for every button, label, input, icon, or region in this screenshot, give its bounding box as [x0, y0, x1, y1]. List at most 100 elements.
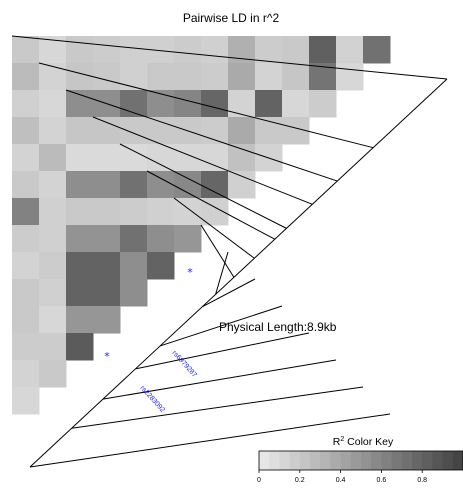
ld-cell — [120, 279, 148, 307]
color-key-ticks: 0 0.2 0.4 0.6 0.8 — [257, 470, 427, 484]
ld-cell — [120, 90, 148, 118]
ld-cell — [12, 252, 40, 280]
ld-cell — [39, 333, 67, 361]
color-key-bin — [299, 451, 311, 470]
color-key-bin — [320, 451, 331, 470]
ld-cell — [66, 171, 94, 199]
ld-cell — [228, 90, 256, 118]
ld-cell — [174, 171, 202, 199]
ld-cell — [255, 90, 283, 118]
snp-line — [215, 251, 229, 295]
ld-cell — [255, 36, 283, 64]
ld-cell — [12, 117, 40, 145]
ld-cell — [39, 144, 67, 172]
ld-cell — [174, 63, 202, 91]
ld-cell — [12, 144, 40, 172]
snp-line — [29, 413, 391, 468]
snp-line — [11, 35, 448, 80]
ld-cell — [66, 144, 94, 172]
snp-line — [146, 170, 276, 240]
snp-line — [92, 116, 313, 205]
ld-cell — [39, 360, 67, 388]
ld-cell — [39, 90, 67, 118]
ld-cell — [12, 306, 40, 334]
color-key-bin — [412, 451, 423, 470]
color-key-bins — [259, 451, 463, 470]
color-key-title-suffix: Color Key — [344, 436, 394, 448]
color-key-bin — [432, 451, 443, 470]
ld-cell — [93, 198, 121, 226]
color-key-bin — [442, 451, 454, 470]
snp-line — [159, 305, 283, 347]
ld-cell — [66, 36, 94, 64]
snp-line — [135, 332, 310, 370]
ld-cell — [174, 36, 202, 64]
ld-cell — [66, 225, 94, 253]
color-key: R2 Color Key 0 0.2 0.4 0.6 0.8 — [257, 436, 463, 484]
ld-cell — [174, 144, 202, 172]
color-key-bin — [361, 451, 372, 470]
color-key-frame — [258, 450, 463, 471]
snp-line — [38, 62, 374, 149]
snp-line — [65, 89, 338, 182]
color-key-bin — [259, 451, 270, 470]
ld-cell — [201, 171, 229, 199]
ld-cell — [120, 144, 148, 172]
physical-length-diagonal — [29, 78, 448, 468]
ld-cell — [12, 225, 40, 253]
ld-cell — [120, 63, 148, 91]
marker-star: * — [187, 266, 193, 279]
ld-cell — [93, 306, 121, 334]
ld-cell — [228, 117, 256, 145]
snp-line — [201, 278, 256, 308]
color-key-tick-label: 0.6 — [377, 477, 387, 484]
ld-cell — [120, 171, 148, 199]
ld-cell — [174, 90, 202, 118]
snp-line — [102, 359, 337, 400]
ld-cell — [12, 90, 40, 118]
ld-cell — [12, 333, 40, 361]
ld-cell — [12, 387, 40, 415]
ld-cell — [93, 144, 121, 172]
ld-cell — [282, 36, 310, 64]
ld-cells — [12, 36, 391, 415]
ld-cell — [12, 279, 40, 307]
snp-line — [173, 197, 255, 259]
ld-cell — [93, 117, 121, 145]
color-key-bin — [371, 451, 382, 470]
ld-cell — [66, 198, 94, 226]
ld-cell — [12, 198, 40, 226]
ld-cell — [39, 306, 67, 334]
ld-cell — [282, 90, 310, 118]
ld-cell — [363, 36, 391, 64]
marker-stars: ** — [104, 266, 193, 363]
ld-cell — [120, 225, 148, 253]
chart-title: Pairwise LD in r^2 — [183, 11, 280, 25]
ld-cell — [174, 225, 202, 253]
ld-cell — [39, 63, 67, 91]
ld-cell — [147, 225, 175, 253]
color-key-bin — [330, 451, 341, 470]
ld-cell — [12, 360, 40, 388]
ld-cell — [309, 36, 337, 64]
ld-cell — [66, 306, 94, 334]
ld-cell — [120, 198, 148, 226]
ld-cell — [309, 90, 337, 118]
snp-label: rs6979287 — [171, 350, 198, 379]
ld-cell — [93, 252, 121, 280]
snp-line — [71, 386, 364, 429]
ld-cell — [93, 36, 121, 64]
color-key-tick-label: 0.2 — [295, 477, 305, 484]
ld-cell — [12, 63, 40, 91]
snp-line — [119, 143, 287, 229]
ld-cell — [282, 63, 310, 91]
ld-cell — [120, 252, 148, 280]
ld-cell — [201, 90, 229, 118]
color-key-bin — [310, 451, 321, 470]
physical-length-label: Physical Length:8.9kb — [219, 320, 337, 334]
color-key-bin — [401, 451, 413, 470]
color-key-tick-label: 0.4 — [336, 477, 346, 484]
ld-cell — [201, 36, 229, 64]
color-key-bin — [289, 451, 301, 470]
